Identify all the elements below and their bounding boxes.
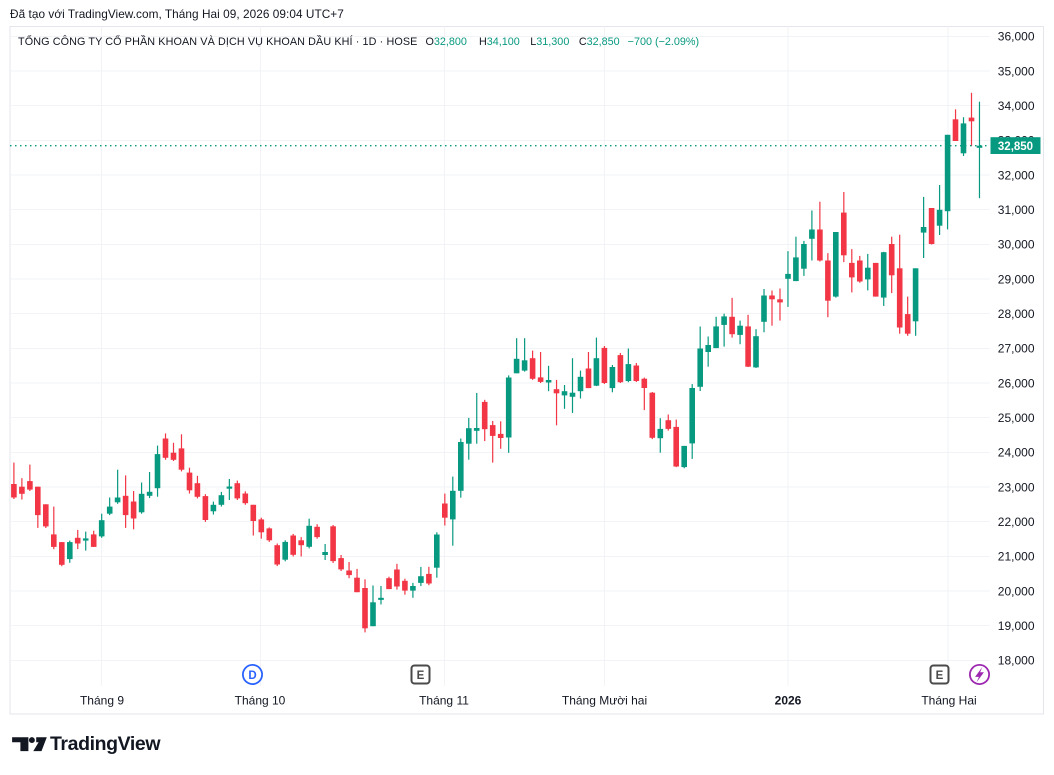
- svg-text:E: E: [417, 670, 425, 682]
- svg-text:23,000: 23,000: [998, 480, 1035, 494]
- svg-text:Tháng Hai: Tháng Hai: [921, 694, 976, 708]
- svg-text:30,000: 30,000: [998, 238, 1035, 252]
- svg-text:24,000: 24,000: [998, 446, 1035, 460]
- svg-text:22,000: 22,000: [998, 515, 1035, 529]
- svg-text:Tháng Mười hai: Tháng Mười hai: [562, 694, 647, 708]
- svg-text:E: E: [936, 670, 944, 682]
- svg-text:31,000: 31,000: [998, 203, 1035, 217]
- svg-text:19,000: 19,000: [998, 619, 1035, 633]
- svg-text:Tháng 9: Tháng 9: [80, 694, 124, 708]
- svg-text:20,000: 20,000: [998, 584, 1035, 598]
- svg-text:18,000: 18,000: [998, 654, 1035, 668]
- svg-text:2026: 2026: [775, 694, 802, 708]
- svg-text:34,000: 34,000: [998, 99, 1035, 113]
- svg-text:Tháng 10: Tháng 10: [235, 694, 286, 708]
- svg-text:D: D: [248, 670, 256, 682]
- svg-text:36,000: 36,000: [998, 30, 1035, 44]
- svg-text:Tháng 11: Tháng 11: [419, 694, 469, 708]
- svg-text:26,000: 26,000: [998, 376, 1035, 390]
- svg-text:28,000: 28,000: [998, 307, 1035, 321]
- svg-text:27,000: 27,000: [998, 342, 1035, 356]
- svg-text:29,000: 29,000: [998, 272, 1035, 286]
- svg-text:32,850: 32,850: [998, 141, 1033, 153]
- svg-text:21,000: 21,000: [998, 550, 1035, 564]
- svg-text:25,000: 25,000: [998, 411, 1035, 425]
- svg-text:35,000: 35,000: [998, 64, 1035, 78]
- svg-text:32,000: 32,000: [998, 168, 1035, 182]
